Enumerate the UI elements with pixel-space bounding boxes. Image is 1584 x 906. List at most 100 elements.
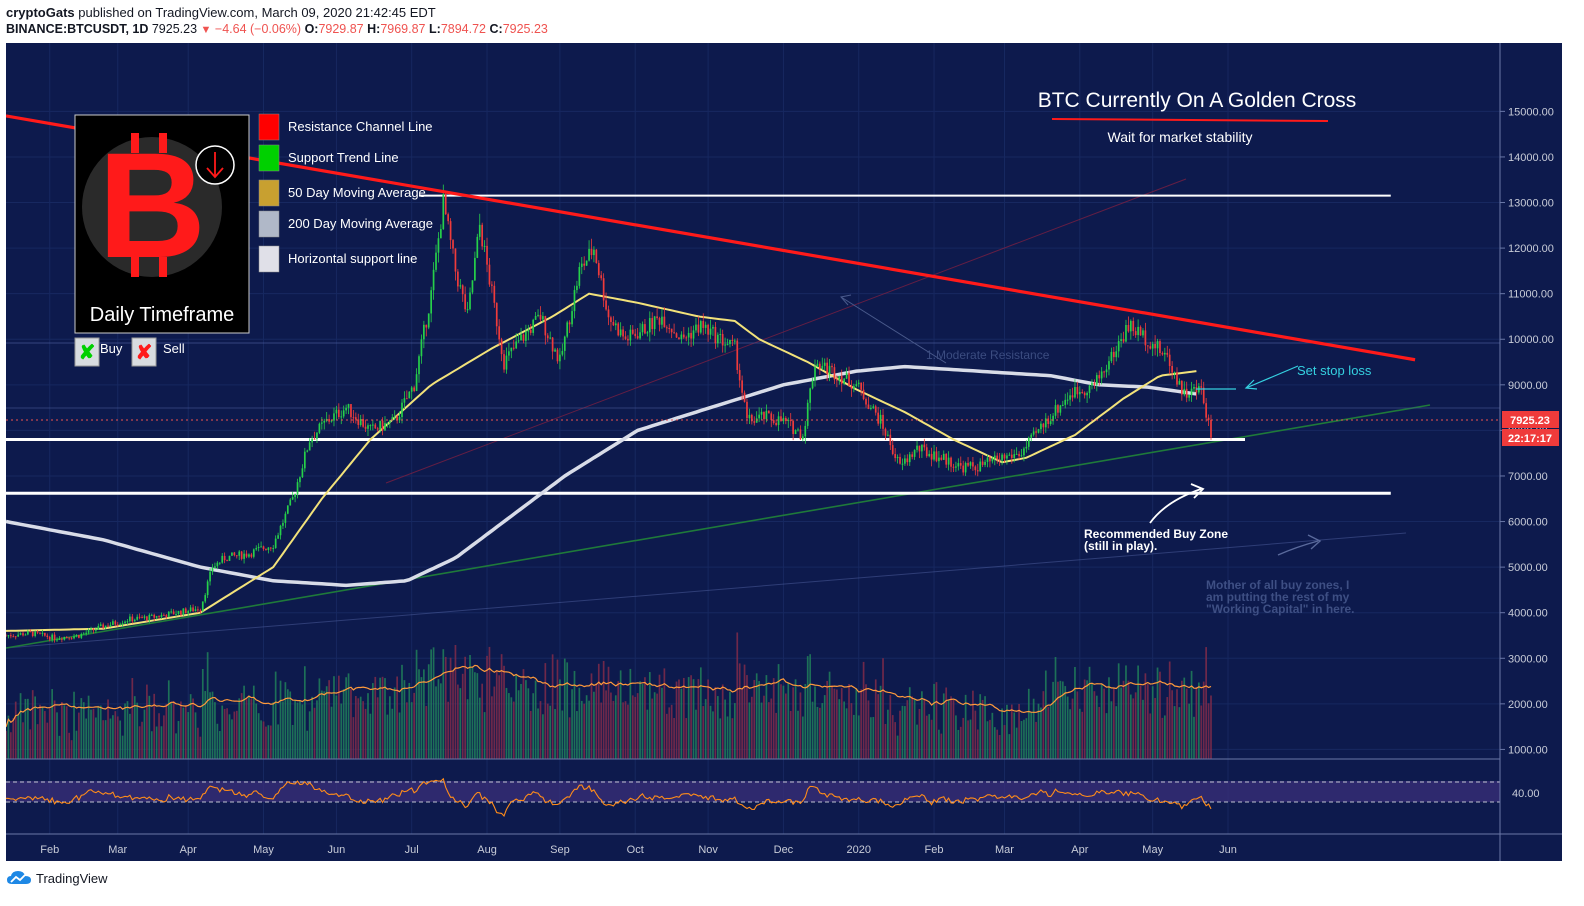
volume-bar xyxy=(87,695,90,759)
volume-bar xyxy=(437,679,440,759)
volume-bar xyxy=(571,689,573,759)
volume-bar xyxy=(904,706,906,759)
candle xyxy=(189,607,192,611)
candle xyxy=(568,322,571,325)
candle xyxy=(1168,354,1171,367)
candle xyxy=(1205,403,1207,418)
volume-bar xyxy=(80,698,83,759)
candle xyxy=(607,309,610,318)
volume-bar xyxy=(272,702,275,759)
candle xyxy=(1088,385,1091,393)
volume-bar xyxy=(226,708,228,759)
candle xyxy=(306,450,309,452)
candle xyxy=(201,601,204,611)
tradingview-brand[interactable]: TradingView xyxy=(36,870,108,886)
candle xyxy=(90,628,92,630)
author[interactable]: cryptoGats xyxy=(6,5,75,20)
candle xyxy=(262,546,265,550)
candle xyxy=(454,248,457,272)
volume-bar xyxy=(891,715,894,759)
volume-bar xyxy=(549,705,552,759)
y-tick-label: 11000.00 xyxy=(1508,289,1553,301)
volume-bar xyxy=(1059,680,1062,759)
volume-bar xyxy=(942,693,945,759)
volume-bar xyxy=(369,713,372,759)
candle xyxy=(1127,325,1130,332)
candle xyxy=(746,401,748,419)
candle xyxy=(274,538,277,549)
chart-area[interactable]: 1.Moderate Resistance Set stop loss Reco… xyxy=(5,43,1562,861)
candle xyxy=(721,334,724,346)
volume-bar xyxy=(136,702,139,759)
volume-bar xyxy=(189,694,192,759)
candle xyxy=(1139,326,1142,336)
candle xyxy=(333,413,335,421)
volume-bar xyxy=(998,734,1001,759)
candle xyxy=(175,613,177,615)
volume-bar xyxy=(104,720,107,759)
volume-bar xyxy=(857,715,860,759)
volume-bar xyxy=(665,713,668,759)
candle xyxy=(1061,404,1064,406)
candle xyxy=(51,634,54,640)
candle xyxy=(930,453,933,460)
y-tick-label: 9000.00 xyxy=(1508,380,1548,392)
volume-bar xyxy=(318,678,321,759)
volume-bar xyxy=(901,705,904,759)
candle xyxy=(860,382,863,390)
candle xyxy=(969,462,972,466)
candle xyxy=(291,497,294,500)
volume-bar xyxy=(22,722,24,759)
volume-bar xyxy=(138,726,141,759)
volume-bar xyxy=(1156,667,1159,759)
candle xyxy=(313,438,316,440)
candle xyxy=(27,631,29,635)
candle xyxy=(1173,372,1176,374)
countdown: 22:17:17 xyxy=(1508,433,1552,445)
legend-swatch xyxy=(258,245,280,273)
candle xyxy=(495,302,498,327)
x-tick-label: Apr xyxy=(1071,844,1088,856)
volume-bar xyxy=(716,696,719,759)
volume-bar xyxy=(969,719,972,759)
volume-bar xyxy=(311,696,313,759)
candle xyxy=(396,416,398,421)
candle xyxy=(648,318,651,333)
volume-bar xyxy=(1054,657,1057,759)
volume-bar xyxy=(520,683,522,759)
candle xyxy=(729,339,731,345)
volume-bar xyxy=(542,714,544,759)
volume-bar xyxy=(119,720,122,759)
volume-bar xyxy=(986,721,989,759)
candle xyxy=(357,419,360,425)
candle xyxy=(367,425,369,429)
candle xyxy=(1008,454,1011,456)
volume-bar xyxy=(573,670,576,759)
price-chart[interactable]: 1.Moderate Resistance Set stop loss Reco… xyxy=(5,43,1562,861)
volume-bar xyxy=(112,715,114,759)
volume-bar xyxy=(423,669,425,759)
volume-bar xyxy=(1074,666,1076,759)
candle xyxy=(1047,418,1050,425)
volume-bar xyxy=(855,688,858,759)
volume-bar xyxy=(950,696,952,759)
volume-bar xyxy=(357,698,360,759)
candle xyxy=(527,329,530,332)
volume-bar xyxy=(517,690,520,759)
legend-label: 200 Day Moving Average xyxy=(288,216,433,231)
candle xyxy=(92,628,95,631)
volume-bar xyxy=(214,702,216,759)
volume-bar xyxy=(610,692,612,759)
candle xyxy=(571,311,573,325)
candle xyxy=(663,316,666,328)
volume-bar xyxy=(335,695,338,759)
volume-bar xyxy=(928,714,931,759)
volume-bar xyxy=(508,693,510,759)
x-tick-label: Nov xyxy=(698,844,718,856)
candle xyxy=(695,324,697,331)
candle xyxy=(466,309,469,311)
volume-bar xyxy=(221,705,224,759)
volume-bar xyxy=(1120,687,1122,759)
volume-bar xyxy=(976,729,979,759)
volume-bar xyxy=(1149,713,1152,759)
